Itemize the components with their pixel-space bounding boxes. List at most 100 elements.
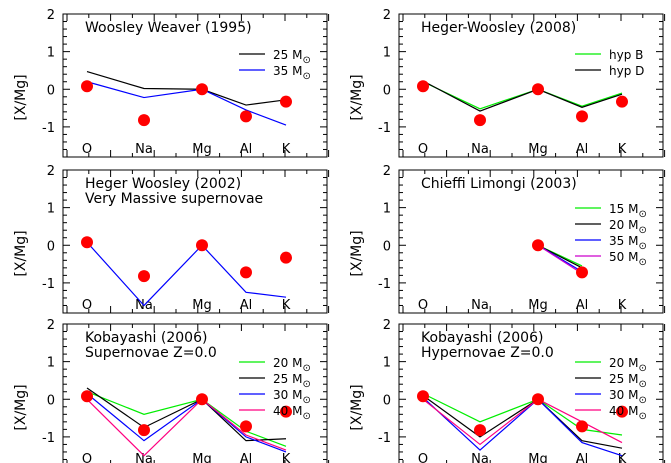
y-tick-label: 0 — [383, 83, 391, 98]
observed-point-K — [280, 95, 292, 108]
observed-point-Mg — [532, 393, 544, 406]
observed-point-Al — [576, 266, 588, 279]
observed-point-Mg — [196, 83, 208, 96]
panel-2: -1 0 1 2 [X/Mg] O Na Mg Al K Heger-Woosley (2008) h… — [349, 8, 666, 158]
legend-label: hyp D — [609, 64, 644, 78]
observed-point-Na — [138, 270, 150, 283]
category-label-Mg: Mg — [528, 452, 547, 463]
panel-subtitle: Hypernovae Z=0.0 — [421, 345, 554, 361]
category-label-K: K — [282, 298, 291, 313]
y-axis-label: [X/Mg] — [349, 230, 365, 276]
panel-6: -1 0 1 2 [X/Mg] O Na Mg Al K Kobayashi (2006)Hyper… — [349, 318, 666, 463]
category-label-Mg: Mg — [528, 142, 547, 157]
observed-point-Na — [474, 424, 486, 437]
y-tick-label: 2 — [47, 164, 55, 179]
observed-point-K — [280, 251, 292, 264]
panel-frame — [398, 169, 664, 314]
category-label-O: O — [418, 142, 428, 157]
series-line-1 — [86, 241, 287, 307]
series-line-2 — [422, 395, 623, 449]
observed-point-O — [81, 80, 93, 93]
y-axis-label: [X/Mg] — [349, 384, 365, 430]
legend-label: 40 M⊙ — [609, 404, 647, 422]
series-line-4 — [86, 398, 287, 457]
legend-label: 20 M⊙ — [609, 218, 647, 236]
observed-point-K — [280, 405, 292, 418]
category-label-Mg: Mg — [192, 142, 211, 157]
panel-title: Kobayashi (2006) — [85, 330, 207, 346]
y-tick-label: -1 — [42, 277, 55, 292]
category-label-O: O — [418, 298, 428, 313]
category-label-O: O — [82, 452, 92, 463]
y-tick-label: 2 — [383, 8, 391, 23]
legend-label: 30 M⊙ — [609, 388, 647, 406]
observed-point-K — [616, 405, 628, 418]
panel-5: -1 0 1 2 [X/Mg] O Na Mg Al K Kobayashi (2006)Super… — [13, 318, 330, 463]
y-tick-label: 2 — [47, 8, 55, 23]
observed-point-Mg — [196, 393, 208, 406]
category-label-K: K — [618, 298, 627, 313]
panel-title: Heger Woosley (2002) — [85, 176, 241, 192]
observed-point-Mg — [532, 83, 544, 96]
y-tick-label: 1 — [383, 202, 391, 217]
category-label-Al: Al — [240, 452, 253, 463]
category-label-Na: Na — [135, 452, 153, 463]
category-label-Na: Na — [135, 142, 153, 157]
category-label-O: O — [82, 142, 92, 157]
panel-frame — [62, 323, 328, 463]
observed-point-Al — [576, 420, 588, 433]
panel-frame — [62, 13, 328, 158]
panel-subtitle: Very Massive supernovae — [85, 191, 263, 207]
legend-label: 30 M⊙ — [273, 388, 311, 406]
y-tick-label: 0 — [47, 239, 55, 254]
legend-label: 25 M⊙ — [273, 48, 311, 66]
category-label-Al: Al — [576, 142, 589, 157]
observed-point-Al — [576, 110, 588, 123]
category-label-Mg: Mg — [192, 452, 211, 463]
y-tick-label: 1 — [383, 356, 391, 371]
observed-point-Mg — [196, 239, 208, 252]
observed-point-K — [616, 95, 628, 108]
y-tick-label: 0 — [47, 393, 55, 408]
series-line-4 — [537, 244, 583, 274]
category-label-Na: Na — [471, 142, 489, 157]
observed-point-Na — [474, 114, 486, 127]
panel-frame — [62, 169, 328, 314]
y-tick-label: 1 — [47, 46, 55, 61]
observed-point-Al — [240, 110, 252, 123]
legend-label: 15 M⊙ — [609, 202, 647, 220]
y-tick-label: -1 — [378, 277, 391, 292]
category-label-Na: Na — [471, 452, 489, 463]
category-label-Mg: Mg — [192, 298, 211, 313]
y-tick-label: 2 — [383, 164, 391, 179]
observed-point-O — [81, 236, 93, 249]
y-tick-label: 1 — [47, 202, 55, 217]
observed-point-Al — [240, 420, 252, 433]
panel-frame — [398, 13, 664, 158]
legend-label: 35 M⊙ — [273, 64, 311, 82]
series-line-4 — [422, 398, 623, 446]
y-tick-label: 0 — [47, 83, 55, 98]
category-label-K: K — [618, 142, 627, 157]
series-line-3 — [86, 393, 287, 453]
category-label-Al: Al — [576, 452, 589, 463]
legend-label: 35 M⊙ — [609, 234, 647, 252]
y-axis-label: [X/Mg] — [13, 384, 29, 430]
category-label-K: K — [618, 452, 627, 463]
y-tick-label: -1 — [42, 121, 55, 136]
legend-label: 50 M⊙ — [609, 250, 647, 268]
category-label-K: K — [282, 452, 291, 463]
category-label-O: O — [82, 298, 92, 313]
y-axis-label: [X/Mg] — [13, 230, 29, 276]
category-label-Mg: Mg — [528, 298, 547, 313]
observed-point-O — [81, 390, 93, 403]
legend-label: 40 M⊙ — [273, 404, 311, 422]
category-label-Al: Al — [240, 298, 253, 313]
observed-point-Mg — [532, 239, 544, 252]
category-label-Al: Al — [240, 142, 253, 157]
legend-label: 20 M⊙ — [609, 356, 647, 374]
y-tick-label: 2 — [383, 318, 391, 333]
observed-point-O — [417, 80, 429, 93]
